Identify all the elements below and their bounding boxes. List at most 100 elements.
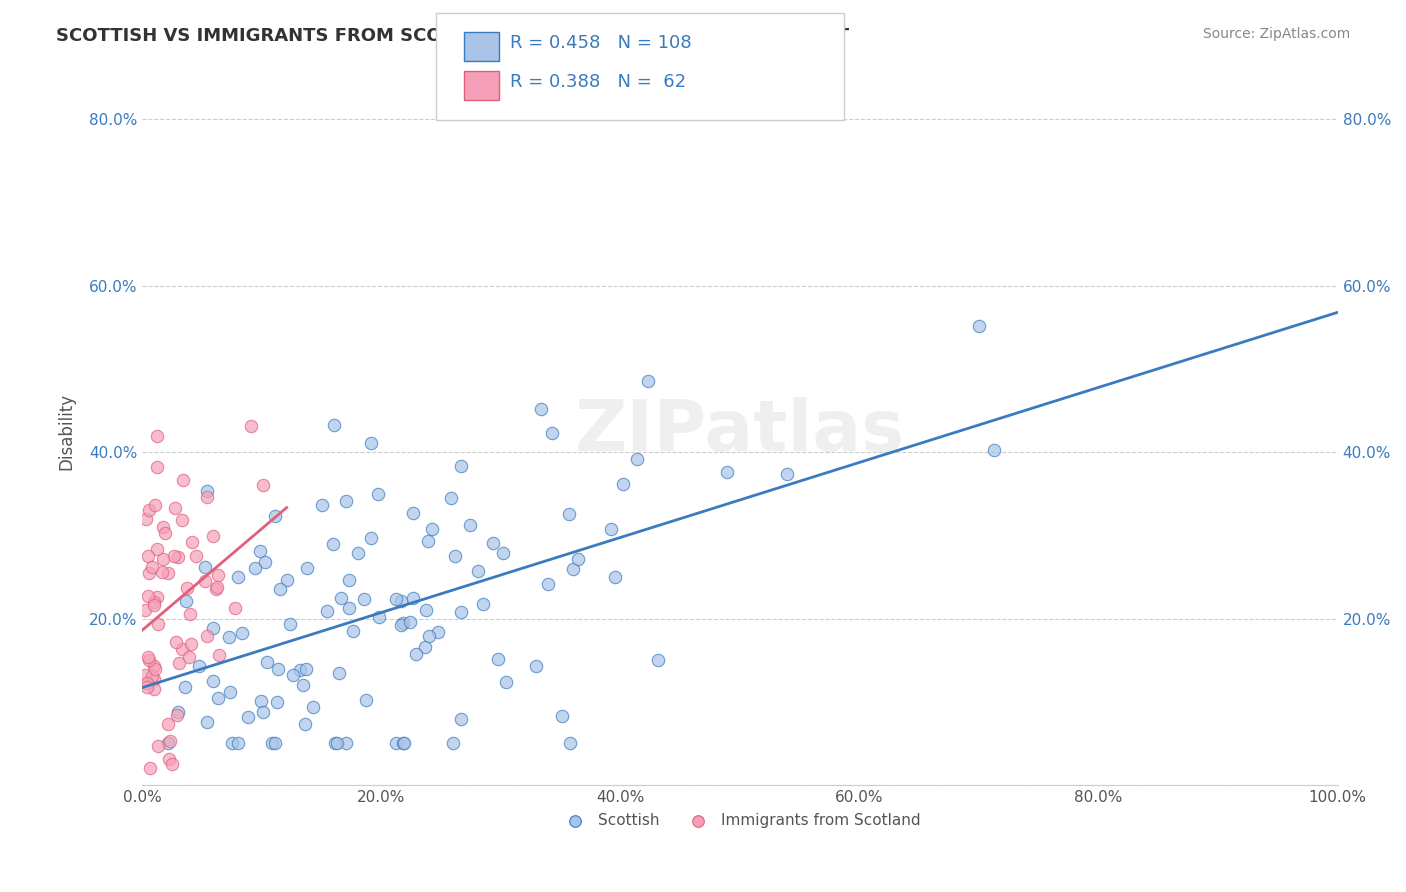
- Point: [143, 662, 166, 676]
- Point: [420, 522, 443, 536]
- Point: [402, 591, 425, 605]
- Point: [195, 629, 218, 643]
- Point: [389, 593, 412, 607]
- Point: [537, 576, 560, 591]
- Point: [156, 566, 179, 581]
- Point: [322, 537, 344, 551]
- Point: [156, 736, 179, 750]
- Point: [172, 473, 194, 487]
- Legend: Scottish, Immigrants from Scotland: Scottish, Immigrants from Scotland: [554, 807, 927, 834]
- Point: [252, 477, 274, 491]
- Point: [716, 465, 738, 479]
- Point: [146, 429, 169, 443]
- Point: [195, 490, 218, 504]
- Point: [136, 549, 159, 563]
- Point: [202, 621, 225, 635]
- Point: [186, 549, 208, 563]
- Point: [392, 615, 415, 630]
- Point: [283, 668, 305, 682]
- Point: [346, 546, 368, 560]
- Point: [647, 653, 669, 667]
- Point: [360, 436, 382, 450]
- Point: [163, 500, 186, 515]
- Point: [240, 419, 263, 434]
- Point: [551, 708, 574, 723]
- Point: [325, 736, 347, 750]
- Point: [385, 592, 408, 607]
- Point: [301, 700, 323, 714]
- Point: [136, 649, 159, 664]
- Point: [207, 568, 229, 582]
- Point: [166, 549, 188, 564]
- Point: [202, 674, 225, 689]
- Point: [141, 669, 163, 683]
- Point: [143, 498, 166, 512]
- Point: [637, 374, 659, 388]
- Point: [160, 756, 183, 771]
- Point: [278, 617, 301, 632]
- Text: R = 0.388   N =  62: R = 0.388 N = 62: [510, 73, 686, 91]
- Point: [530, 402, 553, 417]
- Point: [983, 443, 1005, 458]
- Point: [221, 736, 243, 750]
- Point: [612, 476, 634, 491]
- Point: [335, 494, 357, 508]
- Point: [291, 677, 314, 691]
- Point: [173, 680, 195, 694]
- Point: [368, 610, 391, 624]
- Point: [157, 717, 180, 731]
- Point: [260, 736, 283, 750]
- Point: [145, 590, 167, 604]
- Point: [167, 706, 190, 720]
- Point: [427, 624, 450, 639]
- Point: [467, 565, 489, 579]
- Point: [418, 629, 440, 643]
- Point: [567, 552, 589, 566]
- Point: [360, 532, 382, 546]
- Point: [389, 618, 412, 632]
- Point: [180, 637, 202, 651]
- Point: [143, 673, 166, 687]
- Point: [224, 600, 246, 615]
- Point: [263, 736, 285, 750]
- Text: R = 0.458   N = 108: R = 0.458 N = 108: [510, 34, 692, 52]
- Point: [172, 642, 194, 657]
- Point: [152, 552, 174, 566]
- Point: [354, 692, 377, 706]
- Point: [176, 594, 198, 608]
- Point: [342, 624, 364, 638]
- Point: [626, 451, 648, 466]
- Point: [295, 561, 318, 575]
- Point: [450, 458, 472, 473]
- Point: [141, 559, 163, 574]
- Point: [245, 561, 267, 575]
- Point: [294, 717, 316, 731]
- Point: [166, 707, 188, 722]
- Point: [295, 662, 318, 676]
- Point: [187, 658, 209, 673]
- Point: [176, 582, 198, 596]
- Point: [148, 739, 170, 753]
- Point: [136, 680, 159, 694]
- Point: [337, 601, 360, 615]
- Point: [600, 522, 623, 536]
- Point: [603, 570, 626, 584]
- Point: [384, 736, 406, 750]
- Point: [562, 562, 585, 576]
- Point: [415, 602, 437, 616]
- Point: [266, 662, 288, 676]
- Point: [226, 570, 249, 584]
- Point: [138, 652, 160, 666]
- Point: [218, 631, 240, 645]
- Point: [146, 460, 169, 475]
- Point: [167, 657, 190, 671]
- Point: [328, 665, 350, 680]
- Point: [367, 487, 389, 501]
- Point: [219, 685, 242, 699]
- Point: [249, 544, 271, 558]
- Point: [329, 591, 352, 605]
- Point: [181, 535, 204, 549]
- Point: [413, 640, 436, 655]
- Point: [266, 695, 288, 709]
- Point: [253, 555, 276, 569]
